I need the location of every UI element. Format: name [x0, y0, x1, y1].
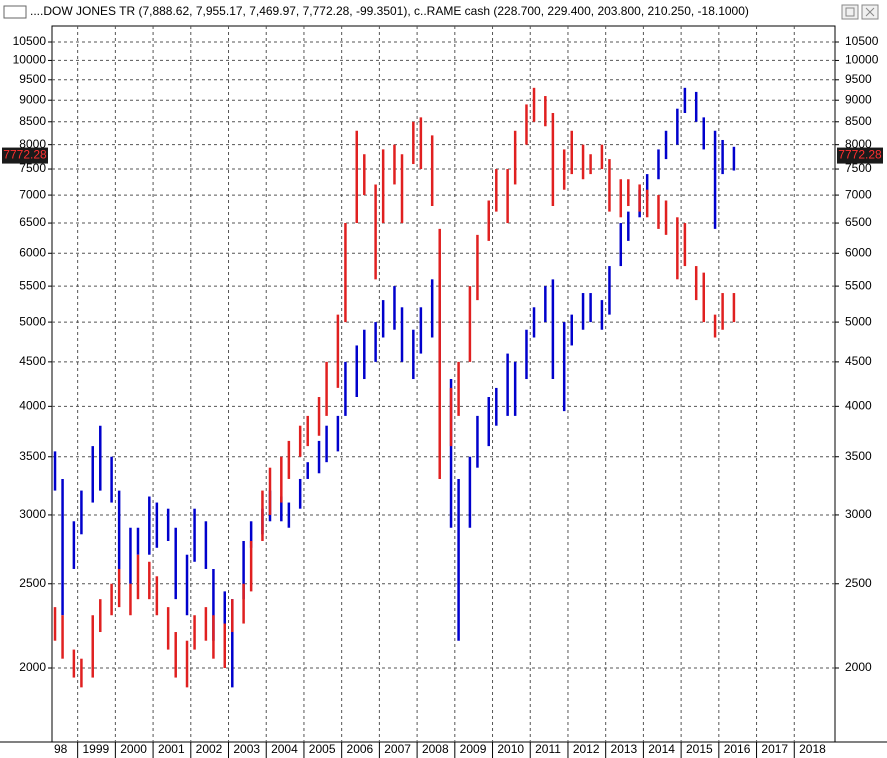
- x-tick-label: 2008: [422, 742, 449, 756]
- x-tick-label: 2000: [120, 742, 147, 756]
- x-tick-label: 2015: [686, 742, 713, 756]
- x-tick-label: 98: [54, 742, 68, 756]
- x-tick-label: 2004: [271, 742, 298, 756]
- x-tick-label: 2018: [799, 742, 826, 756]
- y-tick-label: 10000: [13, 53, 47, 67]
- marks: [53, 87, 736, 688]
- y-tick-label-right: 2500: [845, 576, 872, 590]
- last-price-box: [837, 147, 883, 164]
- x-tick-label: 1999: [83, 742, 110, 756]
- y-tick-label: 9500: [19, 72, 46, 86]
- y-tick-label: 3500: [19, 449, 46, 463]
- y-tick-label-right: 6500: [845, 215, 872, 229]
- y-tick-label-right: 4500: [845, 354, 872, 368]
- window-icon: [3, 5, 27, 19]
- x-tick-label: 2011: [535, 742, 561, 756]
- y-tick-label: 6000: [19, 245, 46, 259]
- y-tick-label: 2000: [19, 660, 46, 674]
- y-tick-label-right: 3500: [845, 449, 872, 463]
- y-tick-label-right: 9000: [845, 92, 872, 106]
- y-tick-label: 5500: [19, 278, 46, 292]
- y-tick-label: 5000: [19, 314, 46, 328]
- y-tick-label: 4000: [19, 399, 46, 413]
- y-tick-label: 3000: [19, 507, 46, 521]
- y-tick-label-right: 7000: [845, 187, 872, 201]
- x-tick-label: 2016: [724, 742, 751, 756]
- y-tick-label-right: 8000: [845, 137, 872, 151]
- y-tick-label-right: 2000: [845, 660, 872, 674]
- y-tick-label-right: 5500: [845, 278, 872, 292]
- x-tick-label: 2013: [611, 742, 638, 756]
- maximize-button[interactable]: [841, 4, 859, 20]
- y-tick-label: 9000: [19, 92, 46, 106]
- y-tick-label: 7000: [19, 187, 46, 201]
- y-tick-label-right: 7500: [845, 161, 872, 175]
- last-price-label: 7772.28: [3, 148, 47, 162]
- x-tick-label: 2007: [384, 742, 411, 756]
- title-bar: [0, 0, 887, 24]
- y-tick-label: 6500: [19, 215, 46, 229]
- x-tick-label: 2010: [497, 742, 524, 756]
- labels: 2000 2000 2500 2500 3000 3000 3500 3500 4000 4000…: [2, 34, 883, 756]
- y-tick-label: 10500: [13, 34, 47, 48]
- y-tick-label-right: 5000: [845, 314, 872, 328]
- x-tick-label: 2012: [573, 742, 600, 756]
- y-tick-label-right: 4000: [845, 399, 872, 413]
- last-price-label: 7772.28: [838, 148, 882, 162]
- y-tick-label-right: 6000: [845, 245, 872, 259]
- y-tick-label: 2500: [19, 576, 46, 590]
- maximize-icon: [845, 7, 855, 17]
- chart-title: ....DOW JONES TR (7,888.62, 7,955.17, 7,…: [30, 4, 749, 18]
- y-tick-label: 8000: [19, 137, 46, 151]
- x-tick-label: 2001: [158, 742, 185, 756]
- y-tick-label: 4500: [19, 354, 46, 368]
- x-tick-label: 2009: [460, 742, 487, 756]
- close-icon: [865, 7, 875, 17]
- x-tick-label: 2002: [196, 742, 223, 756]
- last-price-box: [2, 147, 48, 164]
- plot-area: [51, 25, 836, 743]
- y-tick-label-right: 9500: [845, 72, 872, 86]
- y-tick-label: 8500: [19, 114, 46, 128]
- grid: [48, 26, 839, 758]
- x-tick-label: 2017: [761, 742, 788, 756]
- x-tick-label: 2006: [347, 742, 374, 756]
- x-tick-label: 2014: [648, 742, 675, 756]
- y-tick-label-right: 10500: [845, 34, 879, 48]
- x-tick-label: 2005: [309, 742, 336, 756]
- y-tick-label-right: 10000: [845, 53, 879, 67]
- y-tick-label: 7500: [19, 161, 46, 175]
- x-tick-label: 2003: [233, 742, 260, 756]
- y-tick-label-right: 3000: [845, 507, 872, 521]
- y-tick-label-right: 8500: [845, 114, 872, 128]
